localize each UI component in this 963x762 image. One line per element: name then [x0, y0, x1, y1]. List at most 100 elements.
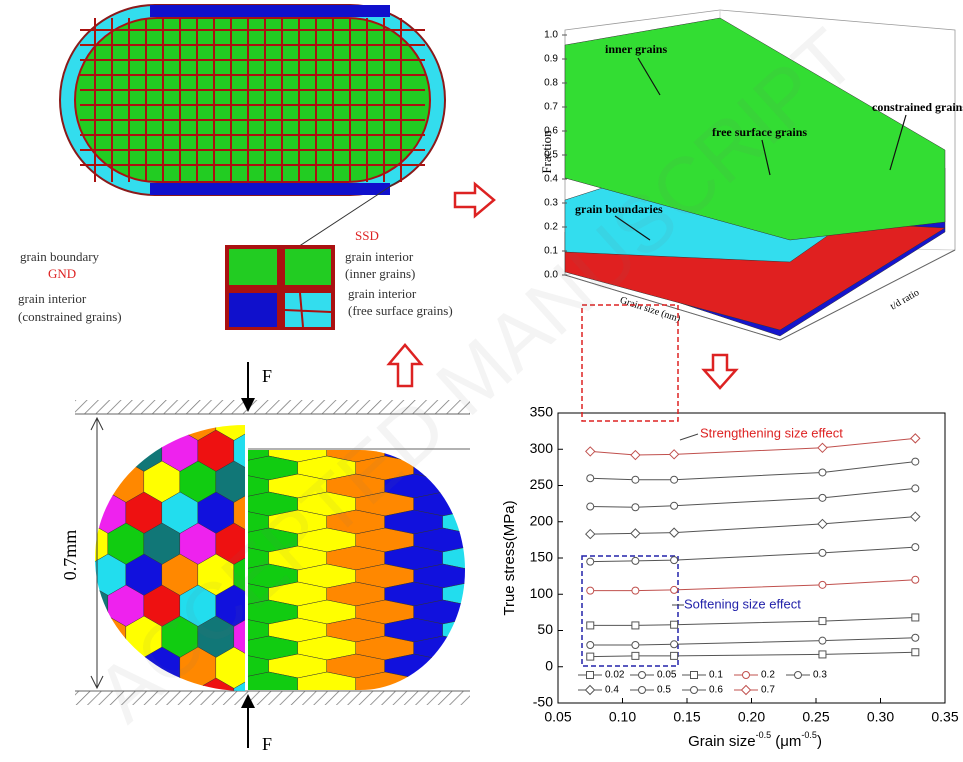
z-tick-label: 0.1: [544, 246, 558, 257]
data-point: [587, 587, 594, 594]
x-tick-label: 0.25: [802, 709, 829, 725]
label: GND: [48, 266, 76, 281]
legend-label: 0.5: [657, 685, 671, 696]
z-tick-label: 0.5: [544, 150, 558, 161]
grain: [443, 474, 502, 498]
label: SSD: [355, 228, 379, 243]
data-point: [671, 586, 678, 593]
annotation-arrow: [672, 434, 698, 605]
dimension-label: 0.7mm: [60, 530, 80, 581]
z-tick-label: 0.4: [544, 174, 558, 185]
data-point: [631, 451, 640, 460]
grain: [72, 461, 108, 503]
legend-label: 0.02: [605, 670, 625, 681]
data-point: [632, 622, 639, 629]
data-point: [670, 450, 679, 459]
data-point: [912, 544, 919, 551]
legend-label: 0.1: [709, 670, 723, 681]
series-line: [590, 462, 915, 480]
annotation: constrained grains: [872, 100, 963, 114]
label: (inner grains): [345, 266, 415, 281]
z-tick-label: 0.6: [544, 126, 558, 137]
legend-marker: [691, 672, 698, 679]
data-point: [587, 475, 594, 482]
x-axis-label: Grain size-0.5 (μm-0.5): [688, 730, 822, 750]
data-point: [632, 504, 639, 511]
data-point: [632, 557, 639, 564]
x-tick-label: 0.05: [544, 709, 571, 725]
annotation-box: [582, 556, 678, 666]
y-tick-label: 50: [537, 621, 553, 637]
annotation: Softening size effect: [684, 596, 801, 611]
grain: [90, 430, 126, 472]
x-axis-label-part: -0.5: [756, 730, 772, 740]
y-tick-label: 300: [530, 440, 554, 456]
data-point: [586, 447, 595, 456]
inset: [225, 245, 335, 330]
y-tick-label: 350: [530, 404, 554, 420]
data-point: [819, 637, 826, 644]
series-line: [590, 438, 915, 455]
legend-marker: [639, 687, 646, 694]
annotation: inner grains: [605, 42, 667, 56]
legend-label: 0.3: [813, 670, 827, 681]
legend-label: 0.2: [761, 670, 775, 681]
data-point: [819, 651, 826, 658]
data-point: [631, 529, 640, 538]
data-point: [671, 502, 678, 509]
legend-marker: [742, 686, 751, 695]
legend-marker: [639, 672, 646, 679]
data-point: [671, 641, 678, 648]
legend-marker: [586, 686, 595, 695]
data-point: [632, 652, 639, 659]
data-point: [818, 519, 827, 528]
z-tick-label: 1.0: [544, 30, 558, 41]
data-point: [819, 549, 826, 556]
data-point: [587, 558, 594, 565]
y-tick-label: 200: [530, 512, 554, 528]
stadium: [60, 5, 445, 195]
figure: grain boundary GND SSD grain interior (c…: [0, 0, 963, 762]
data-point: [912, 634, 919, 641]
force-label: F: [262, 366, 272, 386]
series-line: [590, 517, 915, 534]
data-point: [912, 576, 919, 583]
z-tick-label: 0.3: [544, 198, 558, 209]
data-point: [587, 622, 594, 629]
data-point: [587, 642, 594, 649]
data-point: [587, 653, 594, 660]
y-axis-label: True stress(MPa): [501, 500, 518, 615]
legend-marker: [691, 687, 698, 694]
legend-label: 0.4: [605, 685, 619, 696]
grain: [472, 672, 531, 696]
y-tick-label: 150: [530, 549, 554, 565]
legend-label: 0.05: [657, 670, 677, 681]
data-point: [632, 476, 639, 483]
z-tick-label: 0.0: [544, 270, 558, 281]
data-point: [819, 618, 826, 625]
data-point: [632, 587, 639, 594]
legend-label: 0.6: [709, 685, 723, 696]
data-point: [671, 652, 678, 659]
data-point: [587, 503, 594, 510]
data-point: [911, 434, 920, 443]
data-point: [819, 494, 826, 501]
label: grain interior: [18, 291, 87, 306]
data-point: [818, 443, 827, 452]
z-tick-label: 0.9: [544, 54, 558, 65]
y-tick-label: 100: [530, 585, 554, 601]
label: (constrained grains): [18, 309, 122, 324]
grain: [472, 456, 531, 480]
axis-label: t/d ratio: [889, 287, 922, 312]
legend-marker: [587, 672, 594, 679]
data-point: [671, 557, 678, 564]
data-point: [670, 528, 679, 537]
x-axis-label-part: Grain size: [688, 733, 756, 750]
label: grain boundary: [20, 249, 100, 264]
label: grain interior: [345, 249, 414, 264]
data-point: [819, 469, 826, 476]
data-point: [671, 621, 678, 628]
data-point: [632, 642, 639, 649]
grain: [443, 654, 502, 678]
x-tick-label: 0.35: [931, 709, 958, 725]
